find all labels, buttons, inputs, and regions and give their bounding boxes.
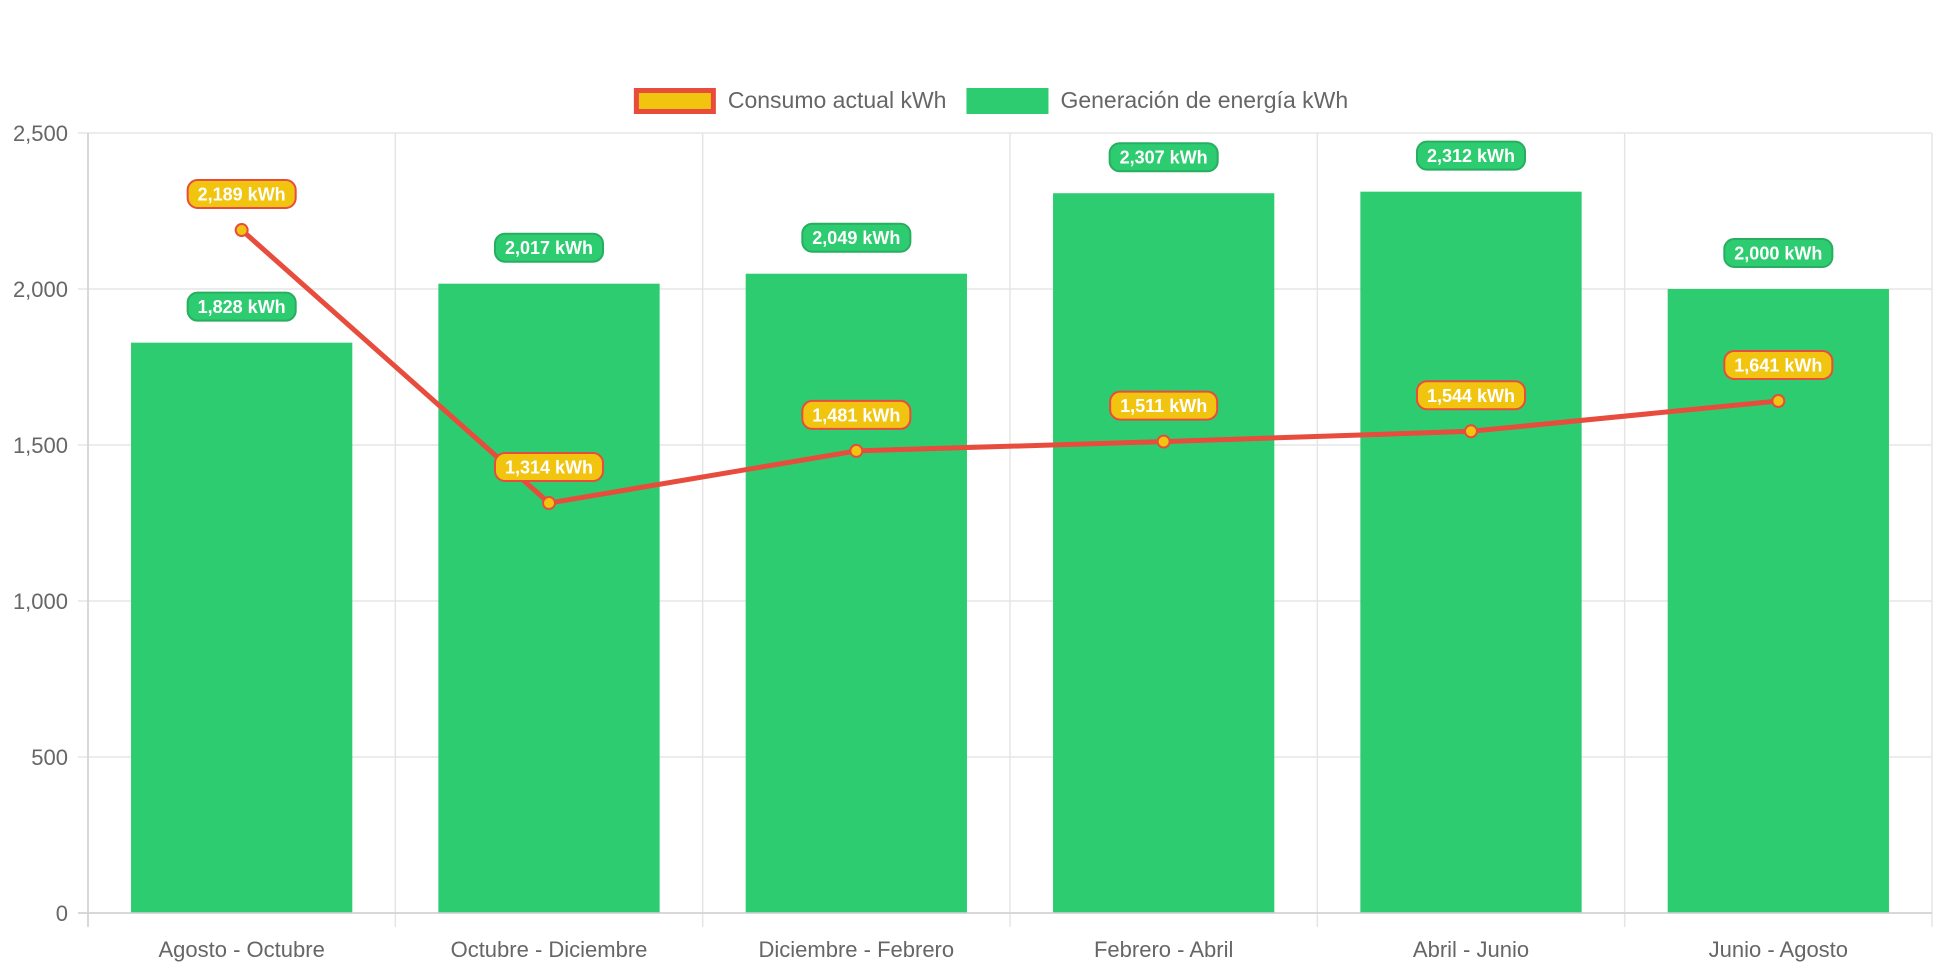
line-point[interactable]	[849, 443, 864, 458]
bar-data-label-box	[1415, 140, 1527, 171]
line-point[interactable]	[542, 496, 556, 511]
bar-data-label: 1,828 kWh	[198, 297, 286, 317]
x-tick-label: Diciembre - Febrero	[759, 937, 955, 962]
bar[interactable]	[438, 283, 660, 913]
legend-swatch[interactable]	[633, 88, 716, 114]
bar[interactable]	[131, 342, 353, 913]
bar[interactable]	[745, 273, 967, 913]
grid	[78, 132, 1933, 927]
line-data-label-box	[1415, 380, 1527, 411]
bar[interactable]	[1667, 289, 1889, 913]
line-data-label: 1,314 kWh	[505, 458, 593, 478]
x-tick-label: Octubre - Diciembre	[451, 937, 648, 962]
line-data-label: 1,544 kWh	[1427, 386, 1515, 406]
bar[interactable]	[1360, 191, 1582, 913]
line-data-label: 1,481 kWh	[812, 405, 900, 425]
x-tick-label: Abril - Junio	[1413, 937, 1529, 962]
bar-data-label: 2,017 kWh	[505, 238, 593, 258]
line-data-label-box	[493, 452, 605, 483]
line-point[interactable]	[1156, 434, 1171, 449]
bar-data-label: 2,049 kWh	[812, 228, 900, 248]
y-tick-label: 2,500	[13, 121, 68, 146]
line-data-label-box	[1723, 350, 1834, 381]
data-labels: 1,828 kWh 2,017 kWh 2,049 kWh 2,307 kWh 2,31…	[186, 140, 1834, 483]
y-tick-label: 0	[56, 901, 68, 926]
axes: 0 500 1,000 1,500 2,000 2,500 Agosto - Octubre…	[13, 121, 1932, 962]
line-point[interactable]	[1771, 394, 1786, 409]
y-tick-label: 1,500	[13, 433, 68, 458]
legend[interactable]: Consumo actual kWh Generación de energía …	[633, 87, 1348, 114]
bar-data-label: 2,000 kWh	[1734, 244, 1822, 264]
x-tick-label: Agosto - Octubre	[159, 937, 325, 962]
line-data-label: 2,189 kWh	[198, 185, 286, 205]
legend-label[interactable]: Generación de energía kWh	[1060, 87, 1348, 113]
bar-data-label-box	[186, 291, 297, 322]
y-tick-label: 500	[31, 745, 68, 770]
legend-swatch[interactable]	[966, 88, 1049, 114]
bar-data-label-box	[1108, 142, 1219, 173]
line-point[interactable]	[234, 223, 249, 238]
bar-data-label-box	[801, 222, 912, 253]
line-data-label-box	[801, 399, 912, 430]
line-data-label: 1,511 kWh	[1120, 396, 1207, 416]
line-data-label: 1,641 kWh	[1734, 356, 1822, 376]
x-tick-label: Junio - Agosto	[1709, 937, 1848, 962]
line-point[interactable]	[1464, 424, 1478, 439]
y-tick-label: 1,000	[13, 589, 68, 614]
x-tick-label: Febrero - Abril	[1094, 937, 1233, 962]
bar[interactable]	[1053, 193, 1275, 913]
line-data-label-box	[186, 179, 297, 210]
legend-label[interactable]: Consumo actual kWh	[728, 87, 947, 113]
bar-data-label: 2,312 kWh	[1427, 146, 1515, 166]
bar-data-label-box	[1723, 238, 1834, 268]
bars	[131, 191, 1889, 913]
y-tick-label: 2,000	[13, 277, 68, 302]
line-data-label-box	[1109, 390, 1219, 421]
bar-data-label-box	[493, 232, 605, 263]
bar-data-label: 2,307 kWh	[1120, 148, 1208, 168]
